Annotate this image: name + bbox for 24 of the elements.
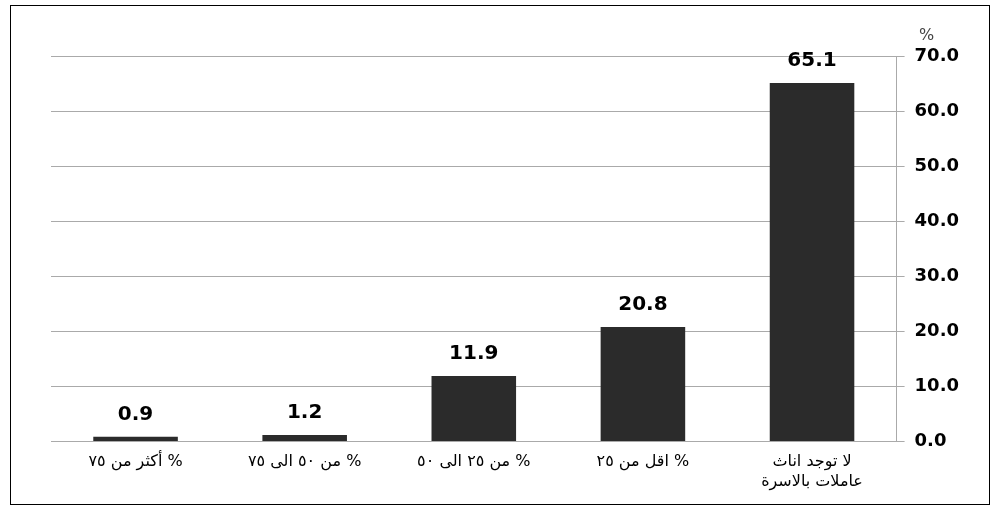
x-tick-label: أكثر من ٧٥ % <box>88 450 183 472</box>
bar <box>93 436 178 442</box>
y-tick-label: 40.0 <box>914 208 960 230</box>
y-tick-label: 70.0 <box>914 43 960 65</box>
x-tick-label: من ٢٥ الى ٥٠ % <box>417 451 531 472</box>
x-tick-label: اقل من ٢٥ % <box>596 451 690 472</box>
y-tick-label: 30.0 <box>914 264 960 286</box>
bar <box>431 376 517 442</box>
y-tick-label: 0.0 <box>914 429 947 451</box>
bar <box>600 327 686 442</box>
data-label: 65.1 <box>787 47 837 72</box>
data-label: 20.8 <box>618 291 668 316</box>
y-axis-title: % <box>918 25 935 45</box>
y-tick-label: 50.0 <box>914 153 960 175</box>
data-label: 0.9 <box>117 400 154 425</box>
bar <box>262 434 347 442</box>
bar <box>769 82 855 442</box>
y-tick-label: 20.0 <box>914 319 960 341</box>
y-tick-label: 10.0 <box>914 374 960 396</box>
data-label: 11.9 <box>449 340 499 365</box>
y-tick-label: 60.0 <box>914 98 960 120</box>
data-label: 1.2 <box>286 399 323 424</box>
x-tick-label: لا توجد اناث عاملات بالاسرة <box>761 451 863 491</box>
x-tick-label: من ٥٠ الى ٧٥ % <box>248 451 362 472</box>
